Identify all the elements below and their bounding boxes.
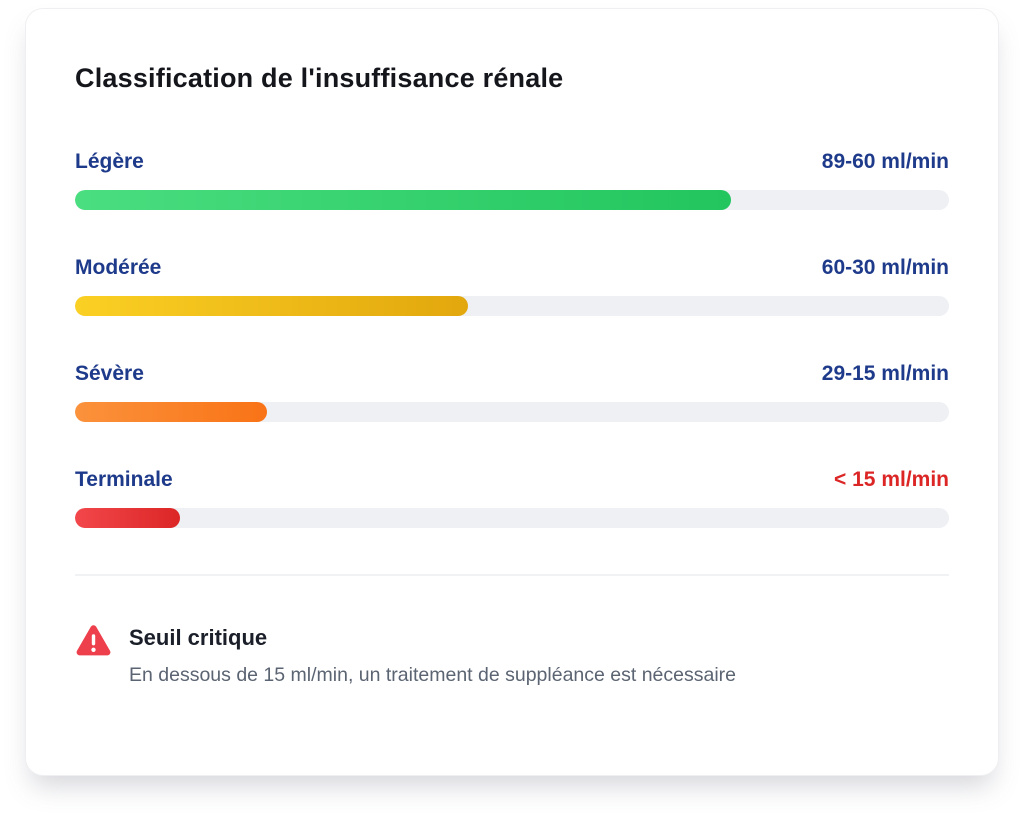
progress-bar-track bbox=[75, 402, 949, 422]
stage-head: Terminale < 15 ml/min bbox=[75, 468, 949, 492]
critical-threshold-section: Seuil critique En dessous de 15 ml/min, … bbox=[75, 622, 949, 687]
stage-head: Légère 89-60 ml/min bbox=[75, 150, 949, 174]
stage-value: 60-30 ml/min bbox=[821, 256, 949, 279]
stage-label: Sévère bbox=[75, 362, 144, 385]
warning-triangle-icon bbox=[76, 625, 111, 656]
stage-row-severe: Sévère 29-15 ml/min bbox=[75, 362, 949, 422]
stage-value: 29-15 ml/min bbox=[821, 362, 949, 385]
stage-value: 89-60 ml/min bbox=[821, 150, 949, 173]
critical-threshold-description: En dessous de 15 ml/min, un traitement d… bbox=[129, 664, 737, 686]
progress-bar-fill bbox=[75, 508, 180, 528]
stage-row-legere: Légère 89-60 ml/min bbox=[75, 150, 949, 210]
progress-bar-fill bbox=[75, 190, 731, 210]
progress-bar-fill bbox=[75, 296, 469, 316]
section-divider bbox=[75, 574, 949, 576]
stage-head: Sévère 29-15 ml/min bbox=[75, 362, 949, 386]
stage-row-moderee: Modérée 60-30 ml/min bbox=[75, 256, 949, 316]
stage-label: Terminale bbox=[75, 468, 173, 491]
critical-threshold-title: Seuil critique bbox=[129, 625, 268, 650]
stage-label: Modérée bbox=[75, 256, 162, 279]
progress-bar-fill bbox=[75, 402, 268, 422]
stage-head: Modérée 60-30 ml/min bbox=[75, 256, 949, 280]
classification-card: Classification de l'insuffisance rénale … bbox=[25, 8, 999, 776]
stage-value: < 15 ml/min bbox=[834, 468, 949, 491]
stage-label: Légère bbox=[75, 150, 144, 173]
stage-row-terminale: Terminale < 15 ml/min bbox=[75, 468, 949, 528]
page-title: Classification de l'insuffisance rénale bbox=[75, 63, 564, 93]
critical-threshold-text: Seuil critique En dessous de 15 ml/min, … bbox=[129, 622, 736, 687]
progress-bar-track bbox=[75, 508, 949, 528]
progress-bar-track bbox=[75, 190, 949, 210]
progress-bar-track bbox=[75, 296, 949, 316]
